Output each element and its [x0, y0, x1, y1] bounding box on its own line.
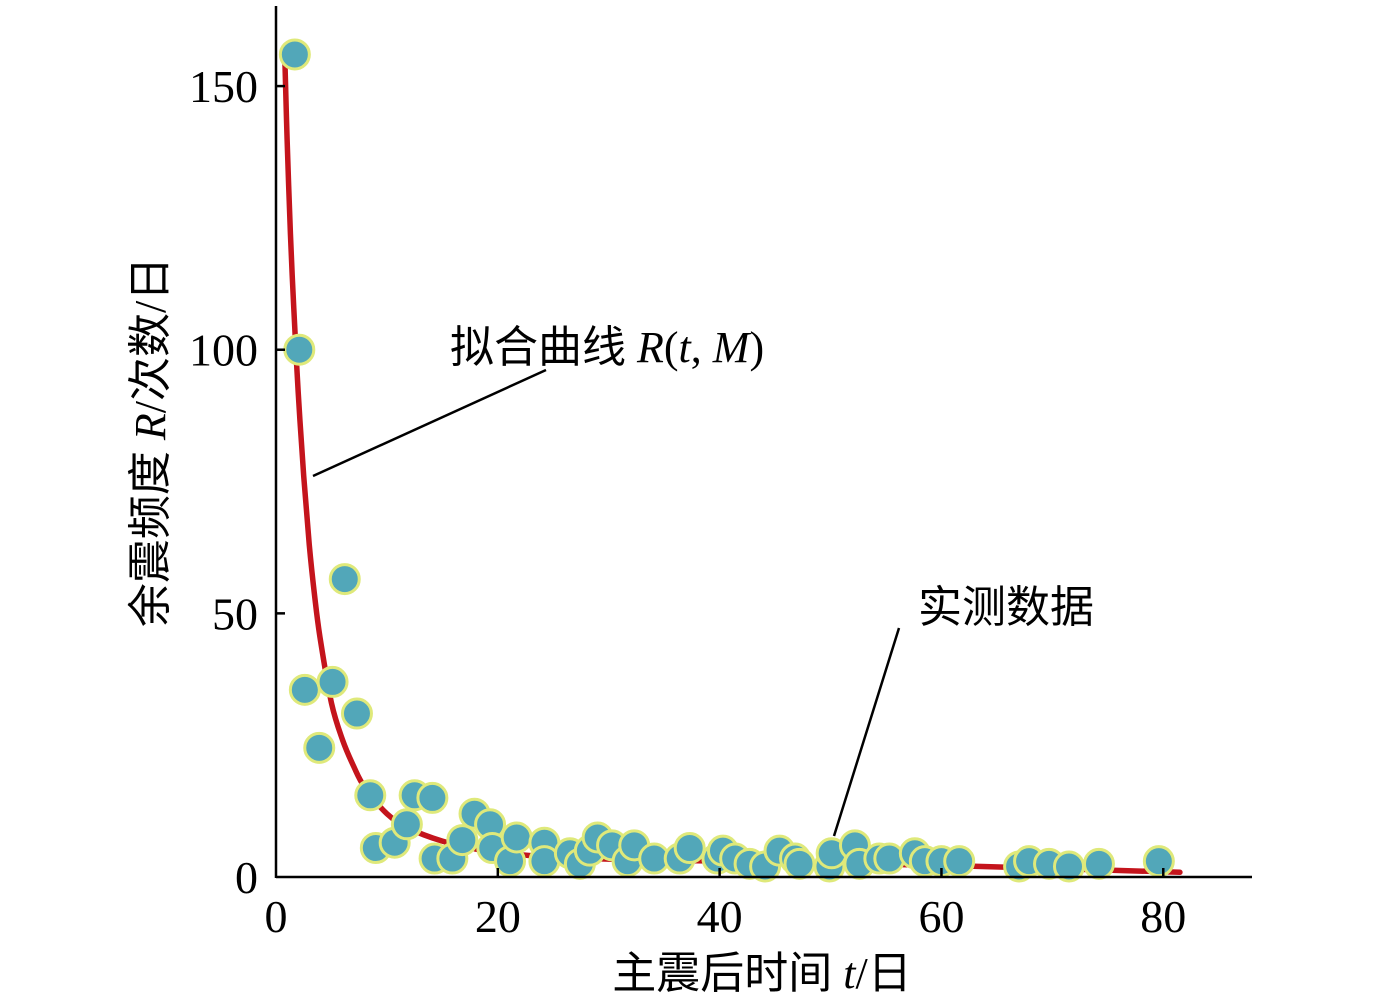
data-point: [283, 333, 316, 366]
data-point: [873, 842, 906, 875]
data-point: [328, 563, 361, 596]
y-axis-label: 余震频度 R/次数/日: [126, 257, 175, 627]
y-axis-ticks: 0 50 100 150: [189, 61, 285, 903]
data-point: [303, 731, 336, 764]
data-point: [943, 845, 976, 878]
text-run: (: [664, 323, 679, 372]
text-run: t: [843, 949, 857, 998]
text-run: t: [679, 323, 693, 372]
text-run: 主震后时间: [612, 949, 843, 998]
text-run: ,: [691, 323, 713, 372]
data-point: [278, 38, 311, 71]
x-tick-label: 80: [1140, 891, 1186, 942]
y-tick-label: 50: [212, 588, 258, 639]
x-tick-label: 40: [697, 891, 743, 942]
data-point: [500, 821, 533, 854]
y-tick-label: 0: [235, 852, 258, 903]
data-point: [783, 847, 816, 880]
observed-data-points: [278, 38, 1175, 883]
x-axis-label: 主震后时间 t/日: [612, 949, 911, 998]
data-point: [390, 808, 423, 841]
data-point: [1082, 847, 1115, 880]
text-run: ): [749, 323, 764, 372]
fit-curve-label: 拟合曲线 R(t, M): [450, 323, 764, 372]
text-run: /次数/日: [126, 257, 175, 413]
data-point: [288, 673, 321, 706]
text-run: R: [636, 323, 664, 372]
observed-data-label: 实测数据: [918, 583, 1094, 632]
fit-curve-leader-line: [312, 368, 547, 478]
x-tick-label: 0: [265, 891, 288, 942]
text-run: 拟合曲线: [450, 323, 637, 372]
data-point: [1142, 845, 1175, 878]
data-point: [340, 697, 373, 730]
x-tick-label: 20: [475, 891, 521, 942]
y-tick-label: 100: [189, 325, 258, 376]
text-run: R: [126, 413, 175, 441]
data-point: [354, 779, 387, 812]
text-run: M: [712, 323, 752, 372]
data-point: [446, 824, 479, 857]
data-point: [416, 781, 449, 814]
text-run: /日: [856, 949, 912, 998]
data-point: [316, 665, 349, 698]
x-tick-label: 60: [918, 891, 964, 942]
observed-data-leader-line: [832, 627, 901, 837]
y-tick-label: 150: [189, 61, 258, 112]
data-point: [673, 832, 706, 864]
x-axis-ticks: 0 20 40 60 80: [265, 868, 1186, 942]
fit-curve: [282, 56, 1183, 875]
text-run: 余震频度: [126, 440, 175, 627]
